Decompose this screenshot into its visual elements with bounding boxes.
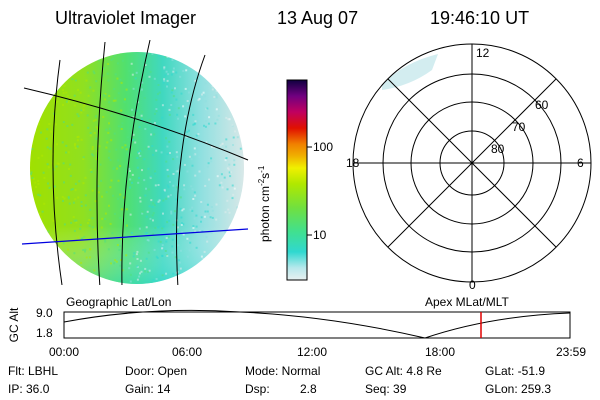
geographic-caption: Geographic Lat/Lon bbox=[66, 295, 172, 309]
xtick-1200: 12:00 bbox=[297, 345, 328, 359]
info-glon: GLon: 259.3 bbox=[485, 382, 552, 396]
mlt-label-12: 12 bbox=[476, 46, 490, 60]
info-dsp-label: Dsp: bbox=[245, 382, 270, 396]
info-seq: Seq: 39 bbox=[365, 382, 407, 396]
ytick-9-0: 9.0 bbox=[36, 306, 53, 320]
colorbar-scale bbox=[286, 79, 308, 281]
mlt-label-0: 0 bbox=[469, 278, 476, 292]
info-mode: Mode: Normal bbox=[245, 364, 321, 378]
geographic-grid bbox=[23, 40, 249, 285]
colorbar-tick-100: 100 bbox=[313, 140, 334, 154]
gc-alt-axis-label: GC Alt bbox=[7, 307, 21, 343]
polar-auroral-patch bbox=[382, 54, 438, 90]
xtick-0000: 00:00 bbox=[49, 345, 80, 359]
altitude-curve bbox=[63, 309, 571, 339]
altitude-plot bbox=[63, 309, 571, 339]
mlt-label-18: 18 bbox=[346, 156, 360, 170]
lat-label-70: 70 bbox=[512, 120, 526, 134]
xtick-0600: 06:00 bbox=[172, 345, 203, 359]
xtick-2359: 23:59 bbox=[556, 345, 587, 359]
date-label: 13 Aug 07 bbox=[277, 8, 359, 28]
ytick-1-8: 1.8 bbox=[36, 326, 53, 340]
time-label: 19:46:10 UT bbox=[430, 8, 530, 28]
colorbar bbox=[286, 79, 312, 281]
info-dsp-value: 2.8 bbox=[300, 382, 317, 396]
apex-caption: Apex MLat/MLT bbox=[425, 295, 509, 309]
equator-line bbox=[21, 228, 249, 245]
mlt-label-6: 6 bbox=[577, 156, 584, 170]
lat-label-80: 80 bbox=[491, 142, 505, 156]
info-glat: GLat: -51.9 bbox=[485, 364, 546, 378]
geographic-image-panel bbox=[21, 40, 249, 285]
info-filter: Flt: LBHL bbox=[8, 364, 59, 378]
instrument-title: Ultraviolet Imager bbox=[55, 8, 197, 28]
colorbar-tick-10: 10 bbox=[313, 228, 327, 242]
info-gain: Gain: 14 bbox=[125, 382, 171, 396]
polar-plot bbox=[352, 43, 592, 283]
info-ip: IP: 36.0 bbox=[8, 382, 50, 396]
lat-label-60: 60 bbox=[535, 98, 549, 112]
info-gc-alt: GC Alt: 4.8 Re bbox=[365, 364, 442, 378]
info-door: Door: Open bbox=[125, 364, 188, 378]
colorbar-unit-label: photon cm-2s-1 bbox=[257, 165, 272, 242]
xtick-1800: 18:00 bbox=[425, 345, 456, 359]
